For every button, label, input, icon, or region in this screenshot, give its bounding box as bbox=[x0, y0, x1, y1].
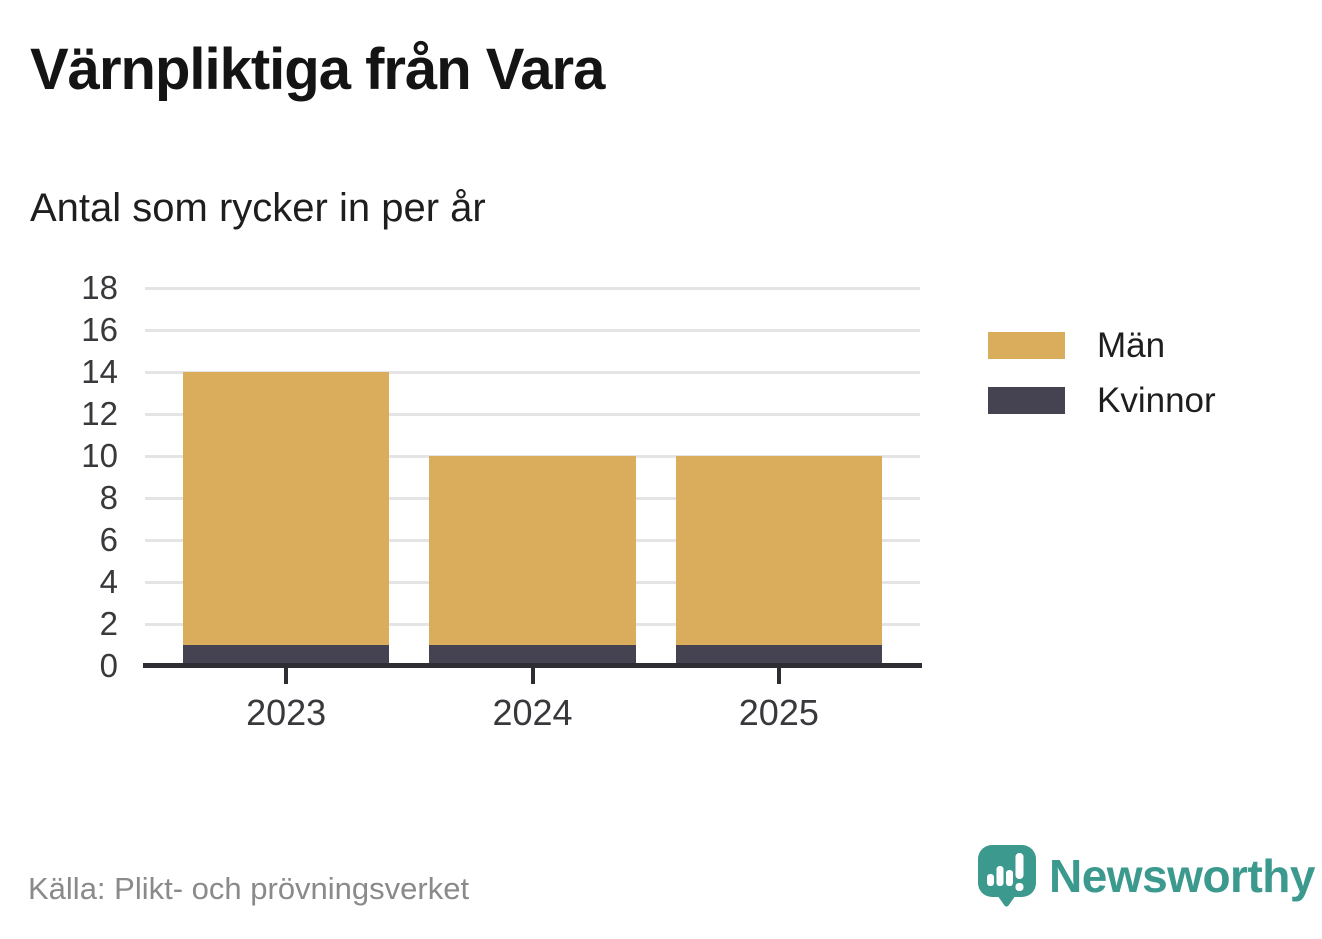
gridline-14 bbox=[145, 371, 920, 374]
newsworthy-pin-icon bbox=[978, 845, 1036, 907]
legend-item-men: Män bbox=[988, 326, 1216, 365]
y-tick-label: 6 bbox=[99, 521, 118, 558]
x-tick-mark bbox=[530, 668, 535, 684]
y-tick-label: 8 bbox=[99, 479, 118, 516]
x-tick-mark bbox=[776, 668, 781, 684]
gridline-18 bbox=[145, 287, 920, 290]
y-tick-label: 0 bbox=[99, 647, 118, 684]
bar-segment-män-2023 bbox=[183, 372, 390, 645]
brand-logo: Newsworthy bbox=[977, 843, 1315, 913]
x-tick-label: 2023 bbox=[246, 692, 327, 733]
chart-subtitle: Antal som rycker in per år bbox=[30, 186, 486, 230]
legend: Män Kvinnor bbox=[988, 326, 1216, 420]
x-axis-line bbox=[143, 663, 922, 668]
x-tick-label: 2024 bbox=[492, 692, 573, 733]
legend-swatch-women bbox=[988, 387, 1065, 414]
y-tick-label: 12 bbox=[81, 395, 118, 432]
bar-segment-kvinnor-2024 bbox=[429, 645, 636, 666]
y-tick-label: 10 bbox=[81, 437, 118, 474]
bar-segment-kvinnor-2023 bbox=[183, 645, 390, 666]
legend-label-women: Kvinnor bbox=[1097, 381, 1216, 420]
bar-segment-män-2024 bbox=[429, 456, 636, 645]
gridline-12 bbox=[145, 413, 920, 416]
x-tick-label: 2025 bbox=[738, 692, 819, 733]
y-tick-label: 4 bbox=[99, 563, 118, 600]
y-tick-label: 14 bbox=[81, 353, 118, 390]
bar-segment-män-2025 bbox=[675, 456, 882, 645]
source-note: Källa: Plikt- och prövningsverket bbox=[28, 871, 470, 906]
brand-wordmark: Newsworthy bbox=[1049, 850, 1315, 902]
legend-swatch-men bbox=[988, 332, 1065, 359]
chart-title: Värnpliktiga från Vara bbox=[30, 37, 605, 102]
bar-segment-kvinnor-2025 bbox=[675, 645, 882, 666]
legend-label-men: Män bbox=[1097, 326, 1166, 365]
gridline-16 bbox=[145, 329, 920, 332]
x-tick-mark bbox=[284, 668, 289, 684]
y-tick-label: 18 bbox=[81, 269, 118, 306]
y-tick-label: 2 bbox=[99, 605, 118, 642]
legend-item-women: Kvinnor bbox=[988, 381, 1216, 420]
y-tick-label: 16 bbox=[81, 311, 118, 348]
